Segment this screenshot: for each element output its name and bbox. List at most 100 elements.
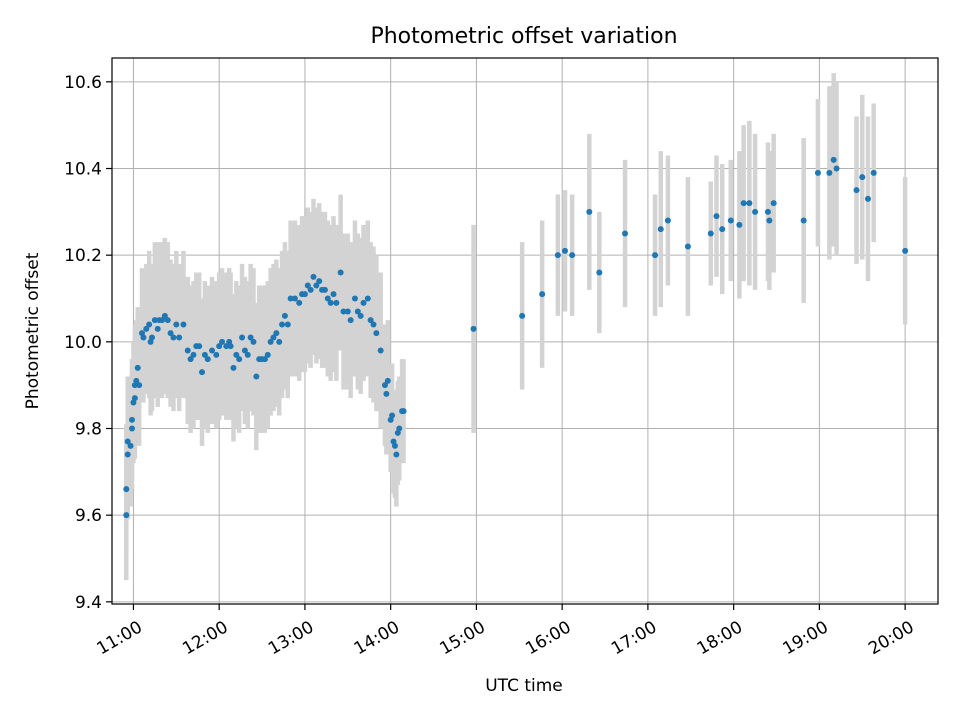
data-point [746,200,753,207]
data-point [596,269,603,276]
data-point [752,208,759,215]
data-point [539,291,546,298]
data-point [389,412,396,419]
data-point [391,442,398,449]
data-point [377,347,384,354]
y-tick-label: 9.4 [75,593,102,613]
data-point [276,338,283,345]
data-point [321,286,328,293]
data-point [340,308,347,315]
data-point [519,312,526,319]
x-tick-label: 20:00 [865,617,917,659]
data-point [209,347,216,354]
data-point [304,282,311,289]
y-axis: 9.4 9.6 9.8 10.0 10.2 10.4 10.6 [64,73,112,613]
data-point [301,291,308,298]
data-point [129,416,136,423]
data-point [264,351,271,358]
data-point [219,338,226,345]
data-point [333,299,340,306]
data-point [859,174,866,181]
data-point [136,382,143,389]
data-point [196,343,203,350]
data-point [902,247,909,254]
data-point [554,252,561,259]
chart-title: Photometric offset variation [370,24,677,49]
data-point [230,364,237,371]
data-point [123,512,130,519]
data-point [367,317,374,324]
data-point [657,226,664,233]
data-point [470,325,477,332]
y-tick-label: 10.6 [64,73,102,93]
x-tick-label: 11:00 [94,617,146,659]
data-point [296,299,303,306]
data-point [184,347,191,354]
data-point [770,200,777,207]
data-point [736,221,743,228]
data-point [381,382,388,389]
x-tick-label: 14:00 [351,617,403,659]
data-point [167,330,174,337]
data-point [161,312,168,319]
data-point [830,156,837,163]
data-point [281,312,288,319]
data-point [187,356,194,363]
data-point [149,334,156,341]
data-point [250,338,257,345]
data-point [351,295,358,302]
data-point [133,377,140,384]
data-point [354,308,361,315]
data-point [151,317,158,324]
data-point [707,230,714,237]
data-point [267,338,274,345]
data-point [176,334,183,341]
data-point [199,369,206,376]
data-point [324,295,331,302]
data-point [241,347,248,354]
data-point [140,334,147,341]
data-point [740,200,747,207]
data-point [586,208,593,215]
x-tick-label: 12:00 [179,617,231,659]
data-point [373,330,380,337]
data-point [279,321,286,328]
x-axis-label: UTC time [485,676,563,696]
x-tick-label: 16:00 [522,617,574,659]
data-point [123,486,130,493]
data-point [833,165,840,172]
y-tick-label: 10.4 [64,160,102,180]
data-point [216,343,223,350]
data-point [357,312,364,319]
data-point [291,295,298,302]
data-point [164,317,171,324]
data-point [344,308,351,315]
data-point [814,169,821,176]
y-tick-label: 10.2 [64,246,102,266]
data-point [239,334,246,341]
data-point [201,351,208,358]
data-point [124,438,131,445]
data-point [247,334,254,341]
data-point [370,321,377,328]
y-tick-label: 9.8 [75,420,102,440]
data-point [826,169,833,176]
data-point [287,295,294,302]
data-points [123,156,909,519]
data-point [190,351,197,358]
data-point [244,351,251,358]
data-point [384,377,391,384]
data-point [127,442,134,449]
data-point [864,195,871,202]
data-point [800,217,807,224]
data-point [204,356,211,363]
data-point [327,299,334,306]
data-point [360,299,367,306]
grid [112,58,938,604]
data-point [330,291,337,298]
data-point [383,390,390,397]
data-point [870,169,877,176]
data-point [273,330,280,337]
data-point [307,286,314,293]
data-point [270,334,277,341]
